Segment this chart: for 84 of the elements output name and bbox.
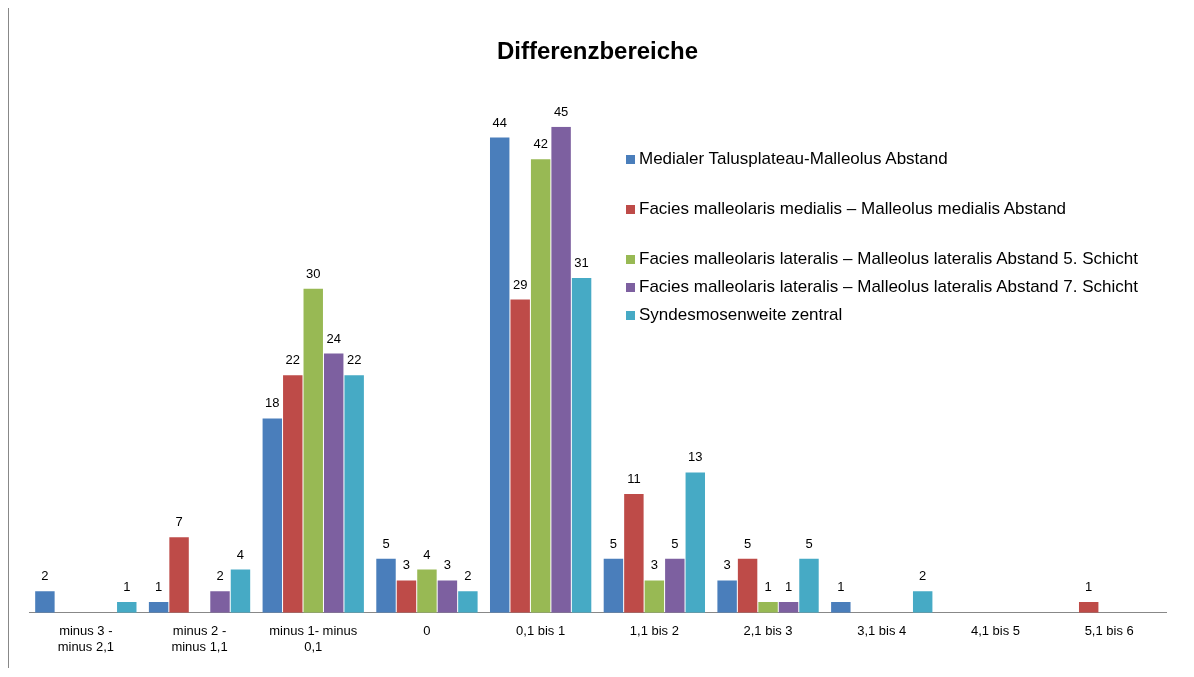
- bar: [437, 580, 458, 613]
- bar: [458, 591, 478, 613]
- bar: [778, 602, 799, 613]
- chart-title: Differenzbereiche: [496, 37, 699, 65]
- data-label: 13: [688, 449, 703, 465]
- data-label: 1: [1085, 579, 1093, 595]
- bar: [665, 558, 685, 613]
- data-label: 3: [443, 557, 452, 573]
- bar: [489, 137, 510, 613]
- data-label: 4: [423, 546, 431, 562]
- data-label: 42: [533, 136, 548, 152]
- bar: [717, 580, 737, 613]
- data-label: 5: [805, 535, 813, 551]
- data-label: 1: [154, 579, 163, 595]
- x-tick-label: 2,1 bis 3: [743, 623, 793, 639]
- data-label: 31: [574, 255, 589, 271]
- bar: [376, 558, 396, 613]
- bar: [148, 602, 169, 613]
- data-label: 4: [236, 546, 245, 562]
- bar: [35, 591, 55, 613]
- legend-label: Facies malleolaris lateralis – Malleolus lateralis Abstand 5. Schicht: [639, 248, 1138, 270]
- bar: [510, 299, 530, 613]
- data-label: 2: [216, 568, 224, 584]
- bar: [831, 602, 851, 613]
- data-label: 5: [382, 535, 390, 551]
- data-label: 2: [464, 568, 472, 584]
- x-tick-label: 0,1 bis 1: [516, 623, 566, 639]
- data-label: 18: [265, 395, 280, 411]
- bar: [210, 591, 230, 613]
- data-label: 1: [764, 579, 772, 595]
- data-label: 44: [492, 114, 507, 130]
- bar: [551, 126, 571, 613]
- bar: [344, 375, 364, 613]
- data-label: 3: [402, 557, 411, 573]
- bar: [603, 558, 624, 613]
- data-label: 24: [326, 330, 341, 346]
- bar: [117, 602, 137, 613]
- bar: [169, 537, 189, 613]
- data-label: 22: [346, 352, 362, 368]
- bar: [737, 558, 758, 613]
- x-tick-label: 1,1 bis 2: [629, 623, 679, 639]
- data-label: 1: [837, 579, 845, 595]
- bar: [283, 375, 303, 613]
- data-label: 7: [175, 514, 183, 530]
- bar: [530, 159, 551, 613]
- bar: [230, 569, 251, 613]
- bar: [624, 494, 644, 613]
- legend-label: Medialer Talusplateau-Malleolus Abstand: [639, 148, 948, 170]
- data-label: 5: [609, 535, 618, 551]
- bar: [758, 602, 778, 613]
- data-label: 5: [671, 535, 679, 551]
- data-label: 45: [553, 103, 569, 119]
- data-label: 1: [123, 579, 131, 595]
- data-label: 2: [41, 568, 49, 584]
- data-label: 3: [650, 557, 658, 573]
- bar: [799, 558, 819, 613]
- data-label: 30: [306, 265, 321, 281]
- bar: [323, 353, 344, 613]
- data-label: 22: [285, 352, 300, 368]
- data-label: 11: [627, 471, 641, 487]
- data-label: 29: [512, 276, 528, 292]
- bar: [644, 580, 665, 613]
- bar: [1078, 602, 1099, 613]
- x-tick-label: 5,1 bis 6: [1084, 623, 1134, 639]
- x-tick-label: 3,1 bis 4: [857, 623, 907, 639]
- bar: [262, 418, 283, 613]
- data-label: 3: [723, 557, 731, 573]
- bar: [912, 591, 933, 613]
- legend-label: Facies malleolaris lateralis – Malleolus lateralis Abstand 7. Schicht: [639, 276, 1138, 298]
- legend-label: Syndesmosenweite zentral: [639, 304, 843, 326]
- bar: [303, 288, 323, 613]
- bar: [571, 278, 592, 613]
- bar: [685, 472, 706, 613]
- data-label: 5: [743, 535, 752, 551]
- x-tick-label: 0: [423, 623, 431, 639]
- x-tick-label: 4,1 bis 5: [970, 623, 1020, 639]
- bar: [417, 569, 437, 613]
- x-tick-label: minus 2 - minus 1,1: [171, 623, 228, 654]
- data-label: 1: [784, 579, 793, 595]
- bar: [396, 580, 417, 613]
- legend-label: Facies malleolaris medialis – Malleolus medialis Abstand: [639, 198, 1067, 220]
- x-tick-label: minus 3 - minus 2,1: [57, 623, 114, 654]
- data-label: 2: [919, 568, 927, 584]
- x-tick-label: minus 1- minus 0,1: [269, 623, 358, 654]
